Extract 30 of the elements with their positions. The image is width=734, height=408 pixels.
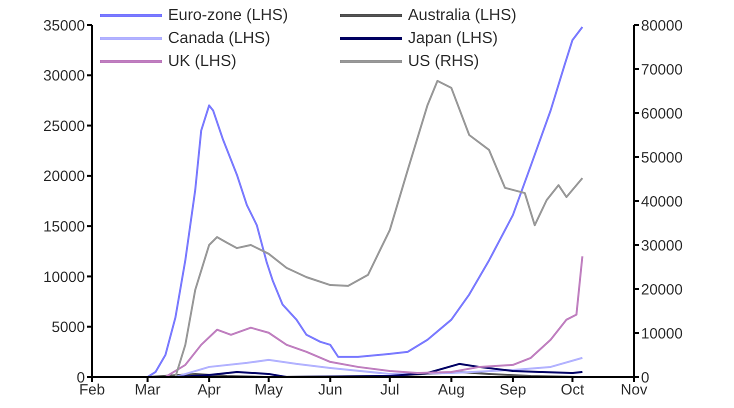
y-tick-label: 15000: [43, 218, 85, 236]
x-tick-label: Jun: [318, 382, 342, 399]
y-tick-label: 35000: [43, 17, 85, 34]
y-tick-label: 5000: [52, 319, 85, 336]
x-tick-label: Mar: [134, 382, 161, 399]
y2-tick-label: 40000: [641, 193, 683, 210]
legend-label: Canada (LHS): [168, 30, 270, 48]
y-tick-label: 30000: [43, 68, 85, 85]
legend-label: UK (LHS): [168, 52, 236, 70]
y-tick-label: 20000: [43, 168, 85, 186]
legend-label: US (RHS): [408, 52, 480, 70]
x-tick-label: May: [254, 382, 284, 399]
x-tick-label: Aug: [438, 382, 465, 399]
y2-tick-label: 70000: [641, 61, 683, 78]
legend-label: Japan (LHS): [408, 30, 498, 48]
y2-tick-label: 30000: [641, 237, 683, 254]
x-tick-label: Feb: [79, 382, 105, 399]
x-tick-label: Oct: [560, 382, 585, 399]
y2-tick-label: 10000: [641, 325, 683, 342]
y-tick-label: 10000: [43, 268, 85, 286]
x-tick-label: Jul: [380, 382, 400, 399]
y2-tick-label: 50000: [641, 149, 683, 166]
legend-label: Euro-zone (LHS): [168, 6, 288, 24]
x-tick-label: Apr: [197, 382, 221, 399]
y2-tick-label: 60000: [641, 105, 683, 122]
legend-label: Australia (LHS): [408, 6, 516, 24]
y-tick-label: 25000: [43, 118, 85, 135]
y2-tick-label: 20000: [641, 281, 683, 298]
x-tick-label: Sep: [500, 382, 526, 399]
y2-tick-label: 80000: [641, 17, 683, 34]
